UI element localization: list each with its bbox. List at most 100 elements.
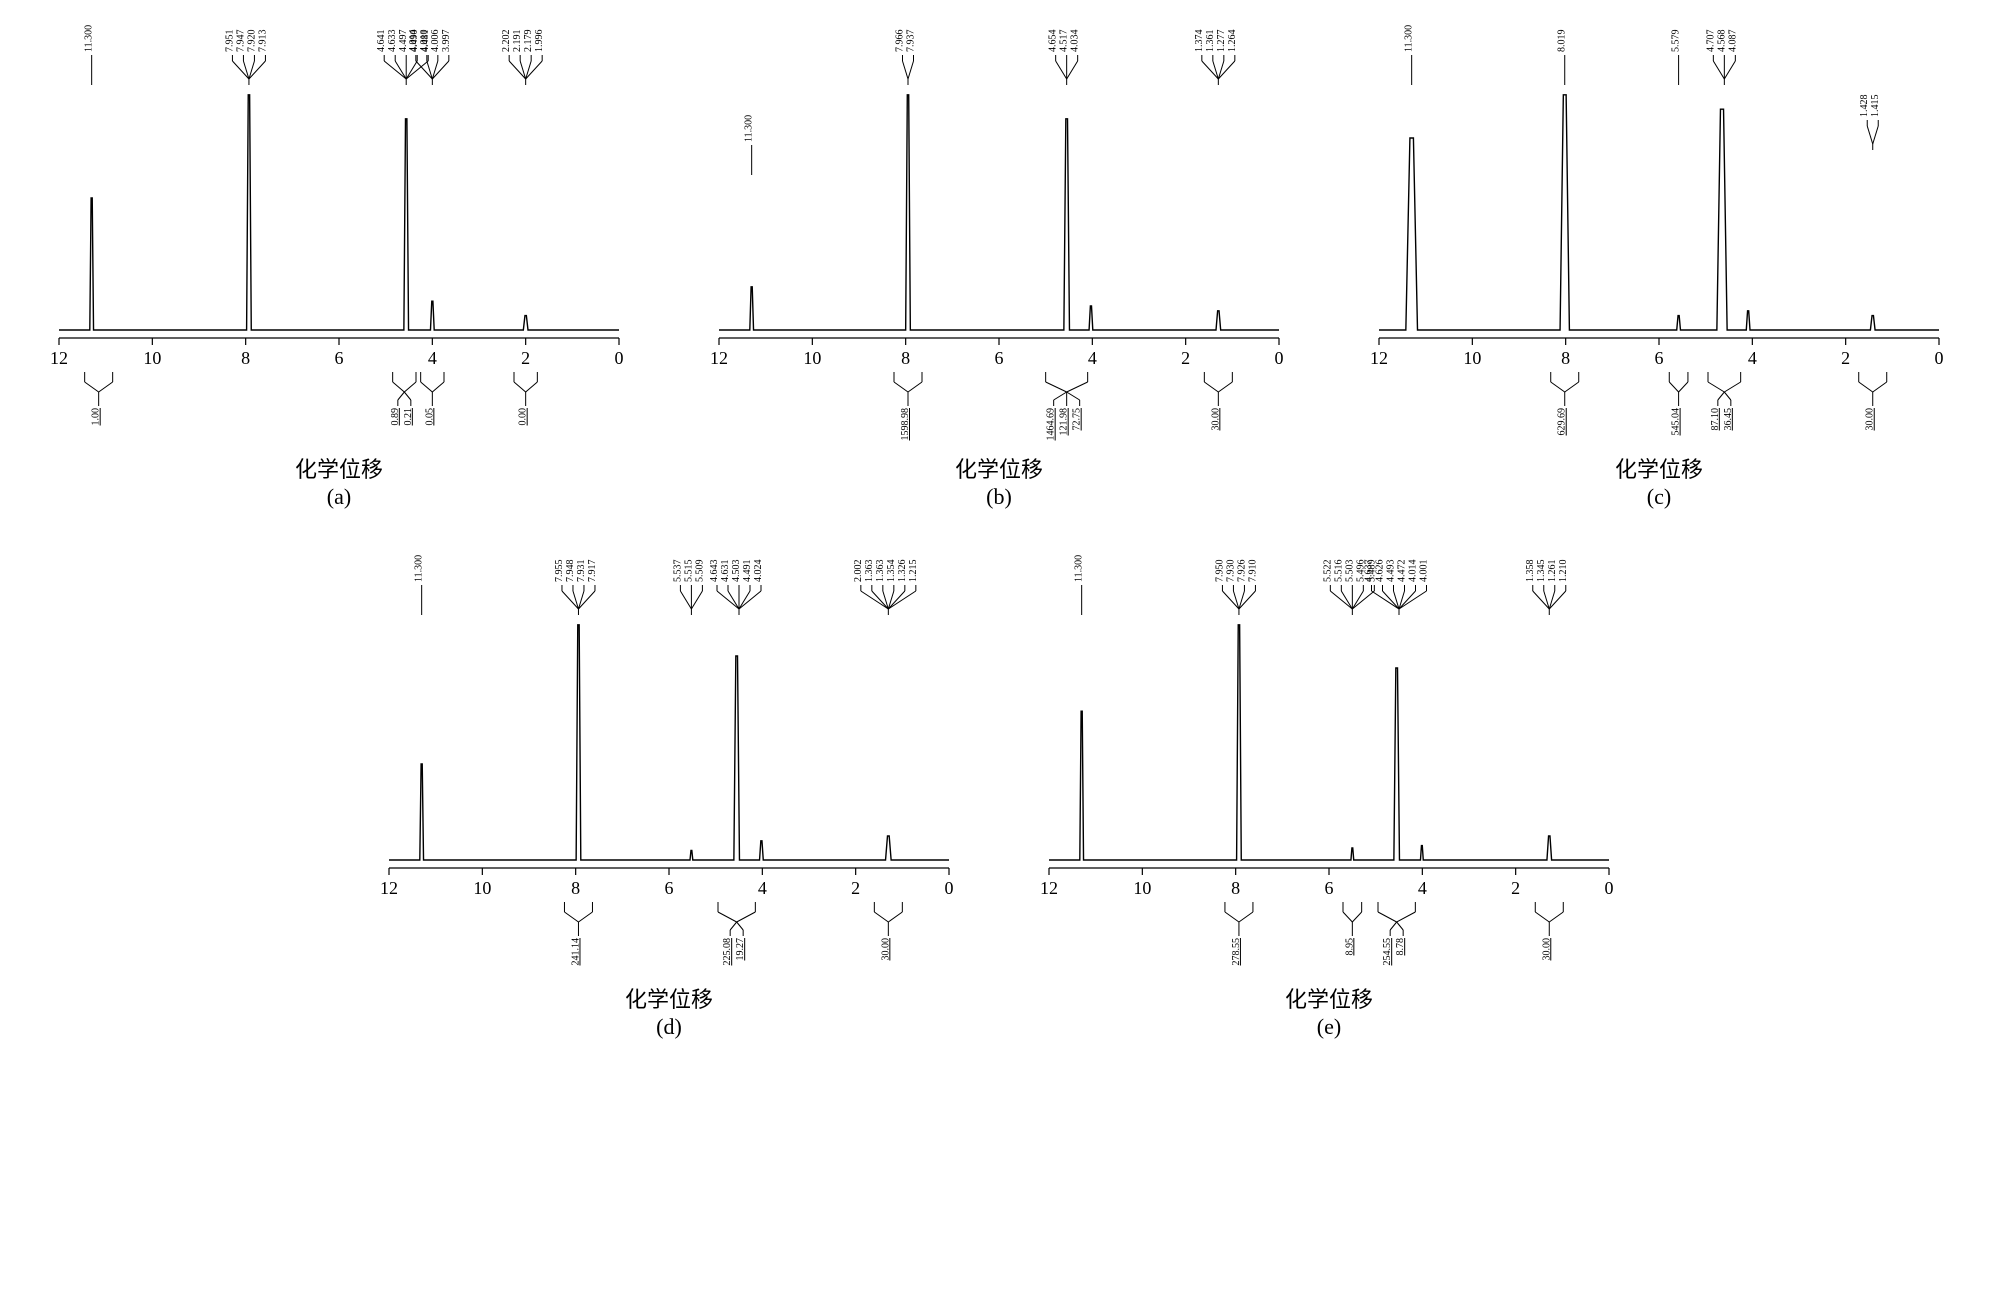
panel-e: 11.3007.9507.9307.9267.9105.5225.5165.50… — [1019, 540, 1639, 1040]
peak-label: 2.002 — [853, 560, 864, 583]
peak-label: 5.537 — [672, 560, 683, 583]
integral-label: 72.75 — [1072, 408, 1083, 431]
peak-label: 7.955 — [554, 560, 565, 583]
panel-c: 11.3008.0195.5794.7074.5684.0871.4281.41… — [1349, 10, 1969, 510]
panel-id-label: (a) — [327, 484, 351, 510]
xtick-label: 8 — [571, 878, 580, 898]
integral-label: 30.00 — [880, 938, 891, 961]
peak-label: 1.363 — [875, 560, 886, 583]
peak-label: 4.493 — [1386, 560, 1397, 583]
spectrum-c: 11.3008.0195.5794.7074.5684.0871.4281.41… — [1349, 10, 1969, 450]
axis-label: 化学位移 — [955, 452, 1043, 484]
peak-label: 4.014 — [408, 30, 419, 53]
axis-label: 化学位移 — [1285, 982, 1373, 1014]
integral-label: 36.45 — [1723, 408, 1734, 431]
peak-label: 7.920 — [246, 30, 257, 53]
peak-label: 11.300 — [744, 115, 755, 142]
integral-label: 278.55 — [1231, 938, 1242, 966]
peak-label: 1.264 — [1227, 30, 1238, 53]
integral-label: 0.05 — [424, 408, 435, 426]
peak-label: 5.516 — [1333, 560, 1344, 583]
integral-label: 1464.69 — [1046, 408, 1057, 441]
spectrum-d: 11.3007.9557.9487.9317.9175.5375.5155.50… — [359, 540, 979, 980]
nmr-trace — [1049, 625, 1609, 860]
spectrum-e: 11.3007.9507.9307.9267.9105.5225.5165.50… — [1019, 540, 1639, 980]
nmr-trace — [719, 95, 1279, 330]
integral-label: 1.00 — [91, 408, 102, 426]
integral-label: 629.69 — [1557, 408, 1568, 436]
nmr-figure-grid: 11.3007.9517.9477.9207.9134.6414.6334.49… — [10, 10, 1988, 1040]
xtick-label: 12 — [50, 348, 68, 368]
peak-label: 1.358 — [1525, 560, 1536, 583]
xtick-label: 4 — [1748, 348, 1757, 368]
integral-label: 1598.98 — [900, 408, 911, 441]
xtick-label: 8 — [1561, 348, 1570, 368]
xtick-label: 2 — [521, 348, 530, 368]
xtick-label: 2 — [1181, 348, 1190, 368]
spectrum-a: 11.3007.9517.9477.9207.9134.6414.6334.49… — [29, 10, 649, 450]
peak-label: 4.034 — [1070, 30, 1081, 53]
xtick-label: 6 — [335, 348, 344, 368]
panel-b: 11.3007.9667.9374.6544.5174.0341.3741.36… — [689, 10, 1309, 510]
peak-label: 11.300 — [1074, 555, 1085, 582]
xtick-label: 10 — [803, 348, 821, 368]
integral-label: 87.10 — [1710, 408, 1721, 431]
integral-label: 545.04 — [1671, 408, 1682, 436]
peak-label: 4.643 — [709, 560, 720, 583]
xtick-label: 8 — [241, 348, 250, 368]
peak-label: 4.707 — [1705, 30, 1716, 53]
peak-label: 1.326 — [897, 560, 908, 583]
peak-label: 4.568 — [1716, 30, 1727, 53]
panel-d: 11.3007.9557.9487.9317.9175.5375.5155.50… — [359, 540, 979, 1040]
peak-label: 5.522 — [1322, 560, 1333, 583]
xtick-label: 10 — [1133, 878, 1151, 898]
xtick-label: 6 — [995, 348, 1004, 368]
xtick-label: 6 — [1655, 348, 1664, 368]
peak-label: 4.517 — [1059, 30, 1070, 53]
row-bottom: 11.3007.9557.9487.9317.9175.5375.5155.50… — [10, 540, 1988, 1040]
xtick-label: 4 — [758, 878, 767, 898]
peak-label: 1.415 — [1870, 95, 1881, 118]
integral-label: 30.00 — [1210, 408, 1221, 431]
peak-label: 1.261 — [1547, 560, 1558, 583]
peak-label: 2.202 — [501, 30, 512, 53]
peak-label: 4.010 — [419, 30, 430, 53]
peak-label: 1.363 — [864, 560, 875, 583]
integral-label: 30.00 — [1541, 938, 1552, 961]
peak-label: 1.374 — [1194, 30, 1205, 53]
nmr-trace — [59, 95, 619, 330]
integral-label: 241.14 — [570, 938, 581, 966]
peak-label: 7.910 — [1247, 560, 1258, 583]
xtick-label: 6 — [1325, 878, 1334, 898]
nmr-trace — [389, 625, 949, 860]
peak-label: 1.361 — [1205, 30, 1216, 53]
peak-label: 7.913 — [257, 29, 268, 52]
peak-label: 4.472 — [1397, 560, 1408, 583]
panel-id-label: (c) — [1647, 484, 1671, 510]
panel-id-label: (b) — [986, 484, 1012, 510]
peak-label: 11.300 — [84, 25, 95, 52]
peak-label: 4.631 — [720, 560, 731, 583]
peak-label: 4.654 — [1048, 30, 1059, 53]
integral-label: 225.08 — [722, 938, 733, 966]
peak-label: 3.997 — [441, 30, 452, 53]
peak-label: 7.937 — [906, 30, 917, 53]
nmr-trace — [1379, 95, 1939, 330]
peak-label: 7.951 — [224, 30, 235, 53]
xtick-label: 12 — [710, 348, 728, 368]
integral-label: 0.00 — [518, 408, 529, 426]
peak-label: 7.917 — [587, 560, 598, 583]
integral-label: 8.78 — [1395, 938, 1406, 956]
peak-label: 1.277 — [1216, 30, 1227, 53]
peak-label: 1.428 — [1859, 95, 1870, 118]
xtick-label: 4 — [1418, 878, 1427, 898]
integral-label: 19.27 — [735, 938, 746, 961]
xtick-label: 10 — [473, 878, 491, 898]
peak-label: 1.345 — [1536, 560, 1547, 583]
xtick-label: 12 — [380, 878, 398, 898]
peak-label: 5.579 — [1671, 30, 1682, 53]
peak-label: 4.014 — [1408, 560, 1419, 583]
xtick-label: 6 — [665, 878, 674, 898]
xtick-label: 0 — [615, 348, 624, 368]
peak-label: 1.215 — [908, 560, 919, 583]
